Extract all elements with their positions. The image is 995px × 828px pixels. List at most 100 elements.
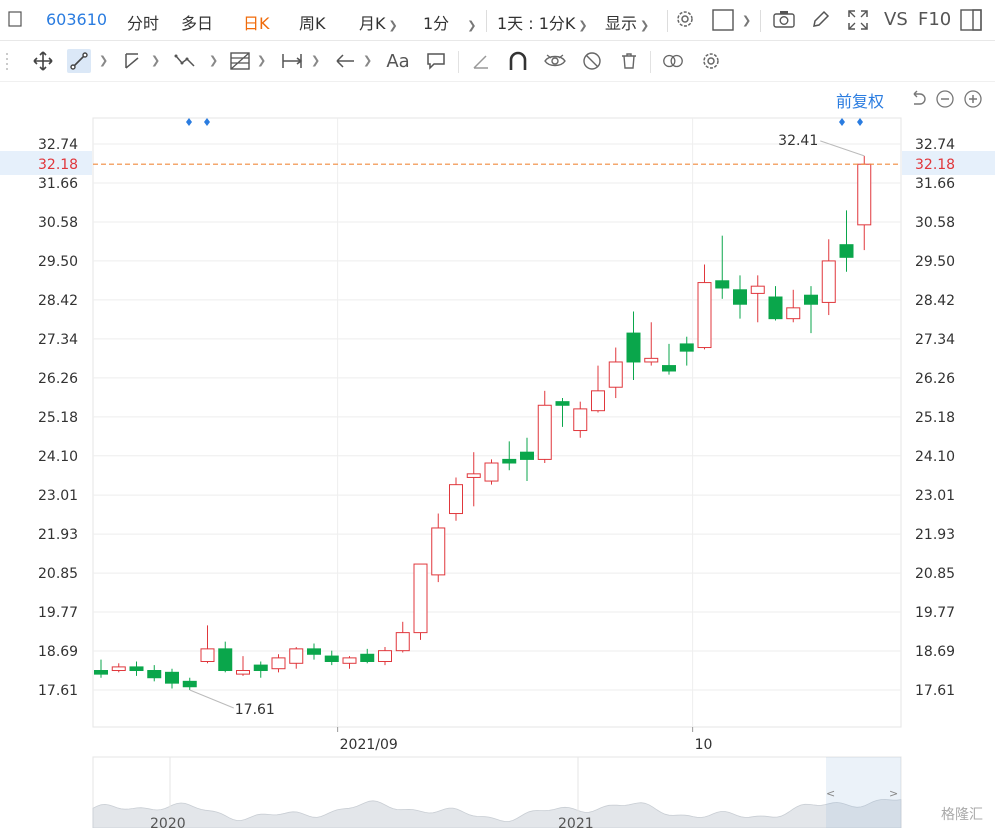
candle-body [662,365,676,372]
display-menu[interactable]: 显示 ❯ [605,10,649,34]
compare-vs-button[interactable]: VS [884,9,908,30]
delete-icon[interactable] [617,49,641,73]
y-tick-label-left: 18.69 [38,644,78,660]
chevron-down-icon: ❯ [640,19,650,32]
max-price-label: 32.41 [778,133,818,149]
zoom-in-icon[interactable] [964,90,982,108]
tab-weekly-k[interactable]: 周K [299,14,326,33]
side-panel-icon[interactable] [960,9,982,35]
comment-tool-icon[interactable] [424,49,448,73]
navigator-label-2020: 2020 [150,816,186,828]
candle-body [449,484,463,515]
current-price-label-left: 32.18 [38,157,78,173]
range-select[interactable]: 1天 : 1分K ❯ [497,10,588,34]
range-navigator: 2020 2021 < > [92,756,902,828]
tab-monthly-k[interactable]: 月K ❯ [359,10,398,34]
tab-daily-k[interactable]: 日K [243,14,270,33]
candle-body [271,657,286,670]
chevron-down-icon[interactable]: ❯ [257,54,267,67]
magnet-icon[interactable] [506,49,530,73]
candle-body [555,401,570,406]
checkbox-icon[interactable] [712,9,734,35]
channel-tool-icon[interactable] [121,49,145,73]
event-marker [186,118,192,126]
pencil-icon[interactable] [811,9,831,33]
eye-toggle-icon[interactable] [543,49,567,73]
current-price-bg-left [0,151,92,175]
min-leader-line [189,689,234,709]
tab-minute-label: 1分 [423,14,450,33]
candle-body [821,260,836,303]
chevron-down-icon[interactable]: ❯ [99,54,109,67]
candlestick-chart[interactable]: 32.74 31.66 30.58 29.50 28.42 27.34 26.26 25.18… [0,81,995,828]
settings-icon[interactable] [675,9,695,33]
text-tool-icon[interactable]: Aa [386,50,410,72]
candle-body [804,294,818,305]
candle-body [466,473,481,478]
y-tick-label-right: 26.26 [915,371,955,387]
y-tick-label-left: 21.93 [38,527,78,543]
chevron-down-icon[interactable]: ❯ [151,54,161,67]
line-tool-icon[interactable] [67,49,91,73]
event-marker [839,118,845,126]
drag-handle-icon[interactable] [3,49,11,73]
angle-tool-icon[interactable] [469,49,493,73]
candle-body [378,650,392,662]
y-tick-label-left: 24.10 [38,449,78,465]
y-tick-label-right: 28.42 [915,293,955,309]
settings-icon[interactable] [699,49,723,73]
zoom-out-icon[interactable] [936,90,954,108]
range-tool-icon[interactable] [280,49,304,73]
y-tick-label-left: 30.58 [38,215,78,231]
y-tick-label-right: 21.93 [915,527,955,543]
hide-icon[interactable] [580,49,604,73]
candle-body [591,390,605,412]
arrow-tool-icon[interactable] [333,49,357,73]
fullscreen-icon[interactable] [847,9,869,35]
candles [94,155,872,690]
reset-icon[interactable] [910,90,926,106]
tab-intraday[interactable]: 分时 [127,14,160,33]
candle-body [839,244,854,258]
range-label: 1天 : 1分K [497,14,576,33]
y-tick-label-left: 29.50 [38,254,78,270]
y-tick-label-right: 23.01 [915,488,955,504]
chevron-down-icon[interactable]: ❯ [363,54,373,67]
candle-body [750,285,765,294]
y-tick-label-right: 19.77 [915,605,955,621]
price-adjust-toggle[interactable]: 前复权 [836,92,885,111]
y-tick-label-right: 17.61 [915,683,955,699]
camera-icon[interactable] [773,9,795,33]
y-tick-label-left: 23.01 [38,488,78,504]
extreme-annotations: 32.41 17.61 [189,133,865,718]
fib-tool-icon[interactable] [228,49,252,73]
tab-multiday[interactable]: 多日 [181,14,214,33]
move-icon[interactable] [31,49,55,73]
candle-body [786,307,801,320]
drawing-toolbar: ❯ ❯ ❯ ❯ ❯ ❯ Aa [0,41,995,82]
tab-minute[interactable]: 1分 ❯ [423,10,476,34]
candle-body [395,632,410,652]
tab-monthly-k-label: 月K [359,14,386,33]
wave-tool-icon[interactable] [173,49,197,73]
link-icon[interactable] [661,49,685,73]
y-tick-label-right: 24.10 [915,449,955,465]
panel-toggle-icon[interactable] [8,11,22,31]
divider [650,51,651,73]
candle-body [182,680,197,688]
candle-body [324,655,339,662]
candle-body [413,563,428,634]
chevron-down-icon[interactable]: ❯ [209,54,219,67]
stock-code[interactable]: 603610 [46,10,108,29]
event-markers [186,118,863,126]
divider [760,10,761,32]
chevron-down-icon[interactable]: ❯ [742,14,752,27]
x-tick-label: 10 [695,737,713,753]
navigator-area [92,799,902,828]
candle-body [129,666,144,672]
candle-body [484,462,499,482]
candle-body [768,296,783,320]
chevron-down-icon[interactable]: ❯ [311,54,321,67]
y-tick-label-right: 29.50 [915,254,955,270]
f10-button[interactable]: F10 [918,9,952,30]
